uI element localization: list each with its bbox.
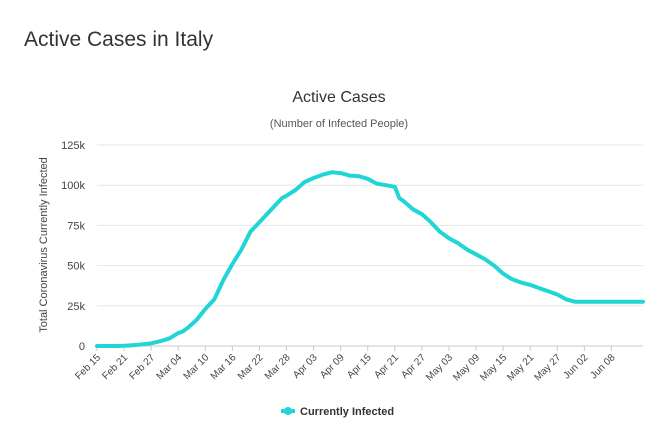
chart-subtitle: (Number of Infected People)	[270, 118, 408, 130]
x-tick-label: Apr 09	[318, 352, 347, 381]
y-axis-title: Total Coronavirus Currently Infected	[38, 157, 50, 332]
x-tick-label: Feb 21	[100, 352, 130, 382]
y-tick-label: 75k	[67, 220, 85, 232]
x-tick-label: May 15	[478, 352, 509, 383]
x-tick-label: Mar 16	[209, 352, 239, 382]
x-tick-label: Apr 15	[345, 352, 374, 381]
chart-title: Active Cases	[292, 89, 385, 106]
x-tick-label: Feb 27	[127, 352, 157, 382]
x-tick-label: May 09	[451, 352, 482, 383]
x-tick-label: May 21	[505, 352, 536, 383]
x-tick-label: May 03	[424, 352, 455, 383]
x-tick-label: Apr 21	[372, 352, 401, 381]
y-tick-label: 50k	[67, 261, 85, 273]
legend-label-currently-infected: Currently Infected	[300, 406, 394, 418]
x-tick-label: May 27	[532, 352, 563, 383]
x-tick-label: Apr 03	[291, 352, 320, 381]
x-tick-label: Mar 22	[236, 352, 266, 382]
x-tick-label: Jun 08	[589, 352, 618, 381]
x-tick-label: Mar 04	[155, 352, 185, 382]
plot-area	[95, 170, 645, 348]
y-axis-ticks: 0 25k 50k 75k 100k 125k	[61, 140, 85, 353]
y-tick-label: 125k	[61, 140, 85, 152]
legend-dot-marker	[284, 407, 292, 415]
legend[interactable]: Currently Infected	[281, 406, 394, 418]
y-tick-label: 0	[79, 341, 85, 353]
series-line-currently-infected	[95, 170, 645, 348]
x-tick-label: Jun 02	[561, 352, 590, 381]
y-tick-label: 100k	[61, 180, 85, 192]
x-tick-label: Mar 28	[263, 352, 293, 382]
x-tick-label: Mar 10	[182, 352, 212, 382]
y-tick-label: 25k	[67, 301, 85, 313]
x-tick-label: Feb 15	[73, 352, 103, 382]
page-title: Active Cases in Italy	[24, 28, 214, 51]
gridlines	[97, 144, 643, 347]
